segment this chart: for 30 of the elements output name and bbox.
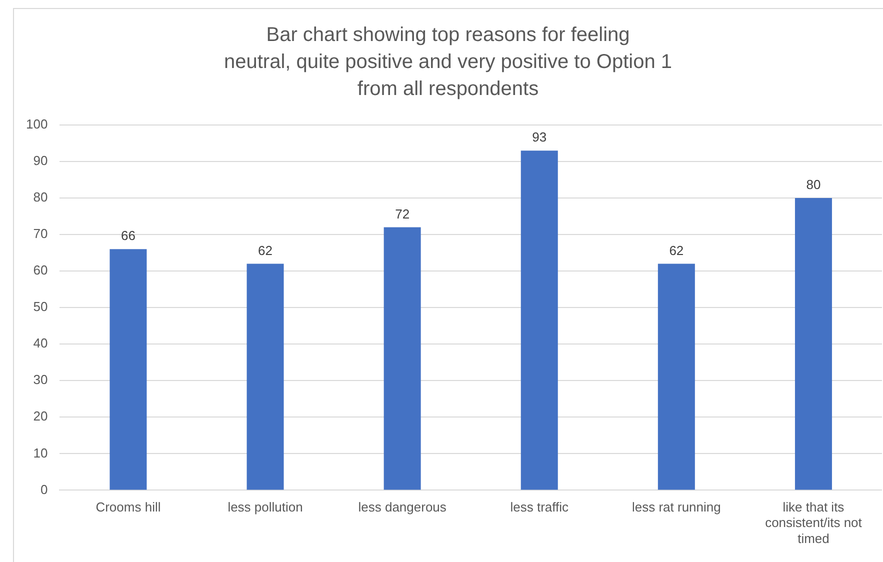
data-label: 93 — [532, 130, 547, 145]
chart-title: Bar chart showing top reasons for feeling neutral, quite positive and very positive to Option 1 from all respondents — [224, 24, 672, 100]
data-label: 66 — [120, 228, 136, 244]
data-label: 72 — [395, 206, 410, 222]
x-tick-label: less pollution — [228, 500, 303, 515]
bar — [384, 227, 421, 490]
y-tick-label: 80 — [33, 190, 48, 205]
bar — [794, 198, 832, 490]
x-tick-label: less traffic — [510, 500, 570, 515]
x-tick-label: like that its consistent/its not timed — [765, 500, 862, 546]
bar — [520, 150, 558, 490]
y-tick-label: 0 — [40, 482, 48, 497]
y-tick-label: 50 — [33, 299, 48, 314]
data-label: 80 — [806, 177, 821, 192]
y-tick-label: 20 — [33, 408, 48, 424]
x-tick-label: less dangerous — [358, 500, 447, 515]
y-tick-label: 90 — [33, 153, 48, 168]
y-tick-label: 100 — [26, 116, 48, 132]
y-tick-label: 10 — [33, 445, 48, 460]
y-tick-label: 30 — [33, 372, 48, 388]
bar — [110, 249, 147, 490]
x-tick-label: less rat running — [632, 500, 721, 515]
x-tick-label: Crooms hill — [96, 500, 161, 515]
bar — [658, 264, 695, 490]
data-label: 62 — [669, 242, 684, 258]
bar — [246, 264, 284, 490]
y-tick-label: 40 — [33, 336, 48, 351]
y-tick-label: 60 — [33, 262, 48, 278]
data-label: 62 — [258, 242, 272, 258]
y-tick-label: 70 — [33, 226, 48, 242]
